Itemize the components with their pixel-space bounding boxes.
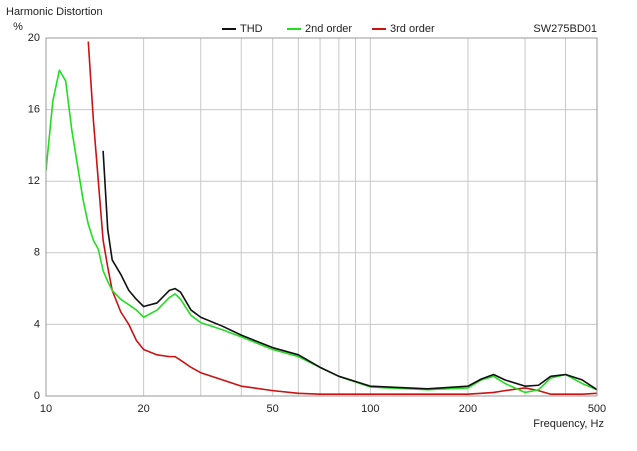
series-line bbox=[46, 69, 597, 394]
legend: THD 2nd order 3rd order bbox=[222, 23, 435, 35]
legend-label: THD bbox=[240, 23, 263, 35]
x-tick-label: 50 bbox=[267, 403, 279, 415]
x-tick-label: 500 bbox=[588, 403, 606, 415]
x-axis-label: Frequency, Hz bbox=[533, 418, 604, 430]
series-line bbox=[87, 41, 597, 396]
y-tick-label: 0 bbox=[34, 390, 40, 402]
x-tick-label: 100 bbox=[361, 403, 379, 415]
plot-frame bbox=[45, 37, 598, 397]
y-axis-label: % bbox=[13, 21, 23, 33]
series-line bbox=[102, 150, 597, 391]
grid bbox=[45, 37, 598, 397]
chart-title: Harmonic Distortion bbox=[6, 6, 103, 18]
y-tick-label: 16 bbox=[28, 104, 40, 116]
y-tick-label: 12 bbox=[28, 175, 40, 187]
y-tick-label: 8 bbox=[34, 247, 40, 259]
y-tick-label: 4 bbox=[34, 318, 40, 330]
x-tick-label: 200 bbox=[459, 403, 477, 415]
legend-label: 3rd order bbox=[390, 23, 435, 35]
model-label: SW275BD01 bbox=[533, 23, 597, 35]
x-tick-label: 10 bbox=[40, 403, 52, 415]
y-tick-label: 20 bbox=[28, 32, 40, 44]
plot-area bbox=[46, 41, 597, 396]
legend-label: 2nd order bbox=[305, 23, 352, 35]
x-tick-label: 20 bbox=[138, 403, 150, 415]
